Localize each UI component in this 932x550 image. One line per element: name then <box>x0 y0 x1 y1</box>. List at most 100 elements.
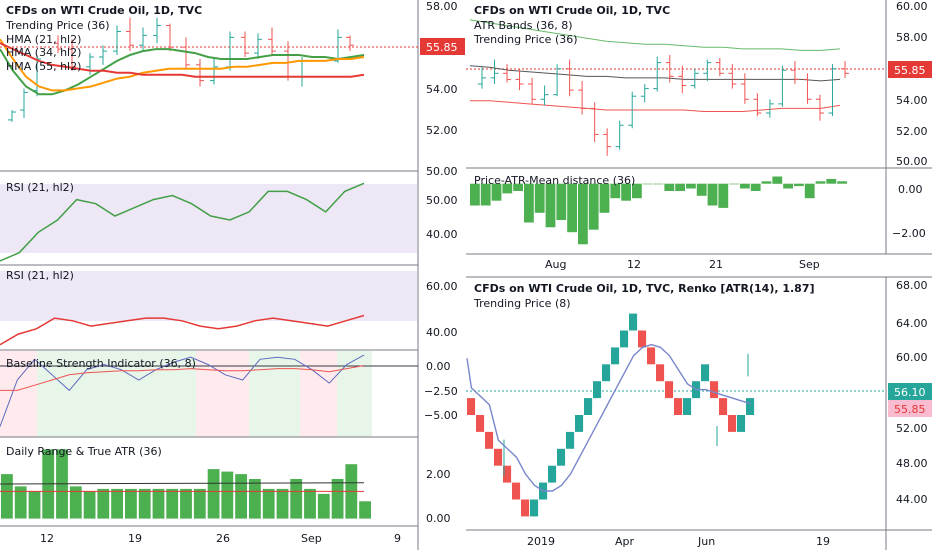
renko-brick <box>566 431 575 449</box>
renko-brick <box>521 499 530 517</box>
rt-price-ytick: 58.00 <box>896 31 928 44</box>
right-top-chart-group[interactable]: CFDs on WTI Crude Oil, 1D, TVC ATR Bands… <box>466 0 932 271</box>
mean-distance-bar <box>470 183 480 206</box>
renko-brick <box>602 364 611 382</box>
left-chart-group[interactable]: CFDs on WTI Crude Oil, 1D, TVC Trending … <box>0 0 465 550</box>
rsi2-line <box>0 314 365 346</box>
renko-title: CFDs on WTI Crude Oil, 1D, TVC, Renko [A… <box>474 282 815 295</box>
renko-xtick: 19 <box>816 535 830 548</box>
rt-current-price-label: 55.85 <box>894 64 926 77</box>
atr-bar <box>235 474 247 519</box>
left-xtick: Sep <box>301 532 322 545</box>
renko-brick <box>584 398 593 415</box>
left-y-ticks: 58.00 54.00 52.00 50.00 50.00 40.00 60.0… <box>424 0 458 525</box>
legend-trending-price: Trending Price (36) <box>5 19 110 32</box>
left-baseline-backgrounds <box>0 351 372 437</box>
renko-wicks <box>503 353 749 476</box>
legend-hma21: HMA (21, hl2) <box>6 33 81 46</box>
mean-distance-bar <box>826 178 837 184</box>
baseline-background-segment <box>249 351 300 437</box>
renko-brick <box>656 364 665 382</box>
mean-distance-bar <box>653 183 664 185</box>
rsi1-line <box>0 182 365 262</box>
renko-brick <box>629 313 638 331</box>
atr-bar <box>69 486 82 519</box>
mean-distance-bar <box>783 183 793 189</box>
renko-xtick: Apr <box>615 535 635 548</box>
atr-bar <box>111 488 123 519</box>
mean-distance-bar <box>578 183 588 245</box>
meandist-title: Price-ATR-Mean distance (36) <box>474 174 635 187</box>
mean-distance-bar <box>815 181 826 184</box>
mean-distance-bar <box>534 183 545 213</box>
renko-brick <box>647 347 656 365</box>
renko-brick <box>476 415 485 432</box>
legend-hma55: HMA (55, hl2) <box>6 60 81 73</box>
renko-brick <box>737 415 746 432</box>
left-price-ytick: 50.00 <box>426 165 458 178</box>
right-top-band-lines <box>469 19 841 112</box>
atr-bar <box>180 488 192 519</box>
atr-lower-band <box>470 100 841 112</box>
renko-brick <box>710 381 719 399</box>
atr-bar <box>193 488 206 519</box>
atr-bar <box>83 491 96 519</box>
rt-xtick: Sep <box>799 258 820 271</box>
mean-distance-bar <box>794 183 804 187</box>
atr-bar <box>331 479 344 519</box>
atr-bar <box>359 501 371 519</box>
baseline-ytick: 0.00 <box>426 360 451 373</box>
renko-brick <box>530 499 539 517</box>
rt-xtick: Aug <box>545 258 566 271</box>
renko-brick <box>746 398 755 415</box>
rt-price-ytick: 60.00 <box>896 0 928 13</box>
baseline-background-segment <box>196 351 249 437</box>
atr-bar <box>221 471 234 519</box>
renko-brick <box>611 347 620 365</box>
renko-brick <box>494 448 503 466</box>
renko-xtick: 2019 <box>527 535 555 548</box>
left-current-price-label: 55.85 <box>426 41 458 54</box>
renko-brick <box>557 448 566 466</box>
hma21-line <box>0 48 365 96</box>
baseline-strength-line <box>0 354 365 427</box>
atr-bar <box>249 479 261 519</box>
baseline-background-segment <box>37 351 196 437</box>
mean-distance-bar <box>632 183 642 199</box>
hma34-line <box>0 38 365 92</box>
mean-distance-bar <box>491 183 502 201</box>
right-top-distance-bars <box>470 176 847 245</box>
rsi1-title: RSI (21, hl2) <box>6 181 74 194</box>
true-atr-line <box>0 482 365 485</box>
right-top-price-title: CFDs on WTI Crude Oil, 1D, TVC <box>474 4 670 17</box>
mean-distance-bar <box>567 183 577 233</box>
renko-current-price-tag <box>888 383 932 400</box>
left-atr-lines <box>0 482 365 492</box>
renko-ytick: 68.00 <box>896 279 928 292</box>
mean-distance-bar <box>610 183 621 199</box>
mean-distance-bar <box>545 183 556 228</box>
atr-bar <box>152 488 165 519</box>
mean-distance-bar <box>718 183 729 208</box>
left-rsi2-series <box>0 314 365 346</box>
renko-brick <box>548 465 557 483</box>
renko-brick <box>485 431 494 449</box>
renko-brick <box>719 398 728 415</box>
atr-bar <box>290 479 303 519</box>
mean-distance-bar <box>740 183 750 189</box>
mean-distance-bar <box>761 181 772 184</box>
atr-bar <box>166 488 179 519</box>
left-current-price-tag <box>420 38 465 55</box>
mean-distance-bar <box>664 183 675 191</box>
renko-brick <box>575 415 584 432</box>
renko-brick <box>503 465 512 483</box>
mean-distance-bar <box>696 183 707 196</box>
renko-chart-group[interactable]: CFDs on WTI Crude Oil, 1D, TVC, Renko [A… <box>466 276 932 550</box>
rt-xtick: 21 <box>709 258 723 271</box>
renko-separators <box>466 277 932 550</box>
meandist-ytick: −2.00 <box>892 227 926 240</box>
rsi2-ytick: 40.00 <box>426 326 458 339</box>
mean-distance-bar <box>480 183 491 206</box>
atr-ytick: 2.00 <box>426 468 451 481</box>
meandist-ytick: 0.00 <box>898 183 923 196</box>
